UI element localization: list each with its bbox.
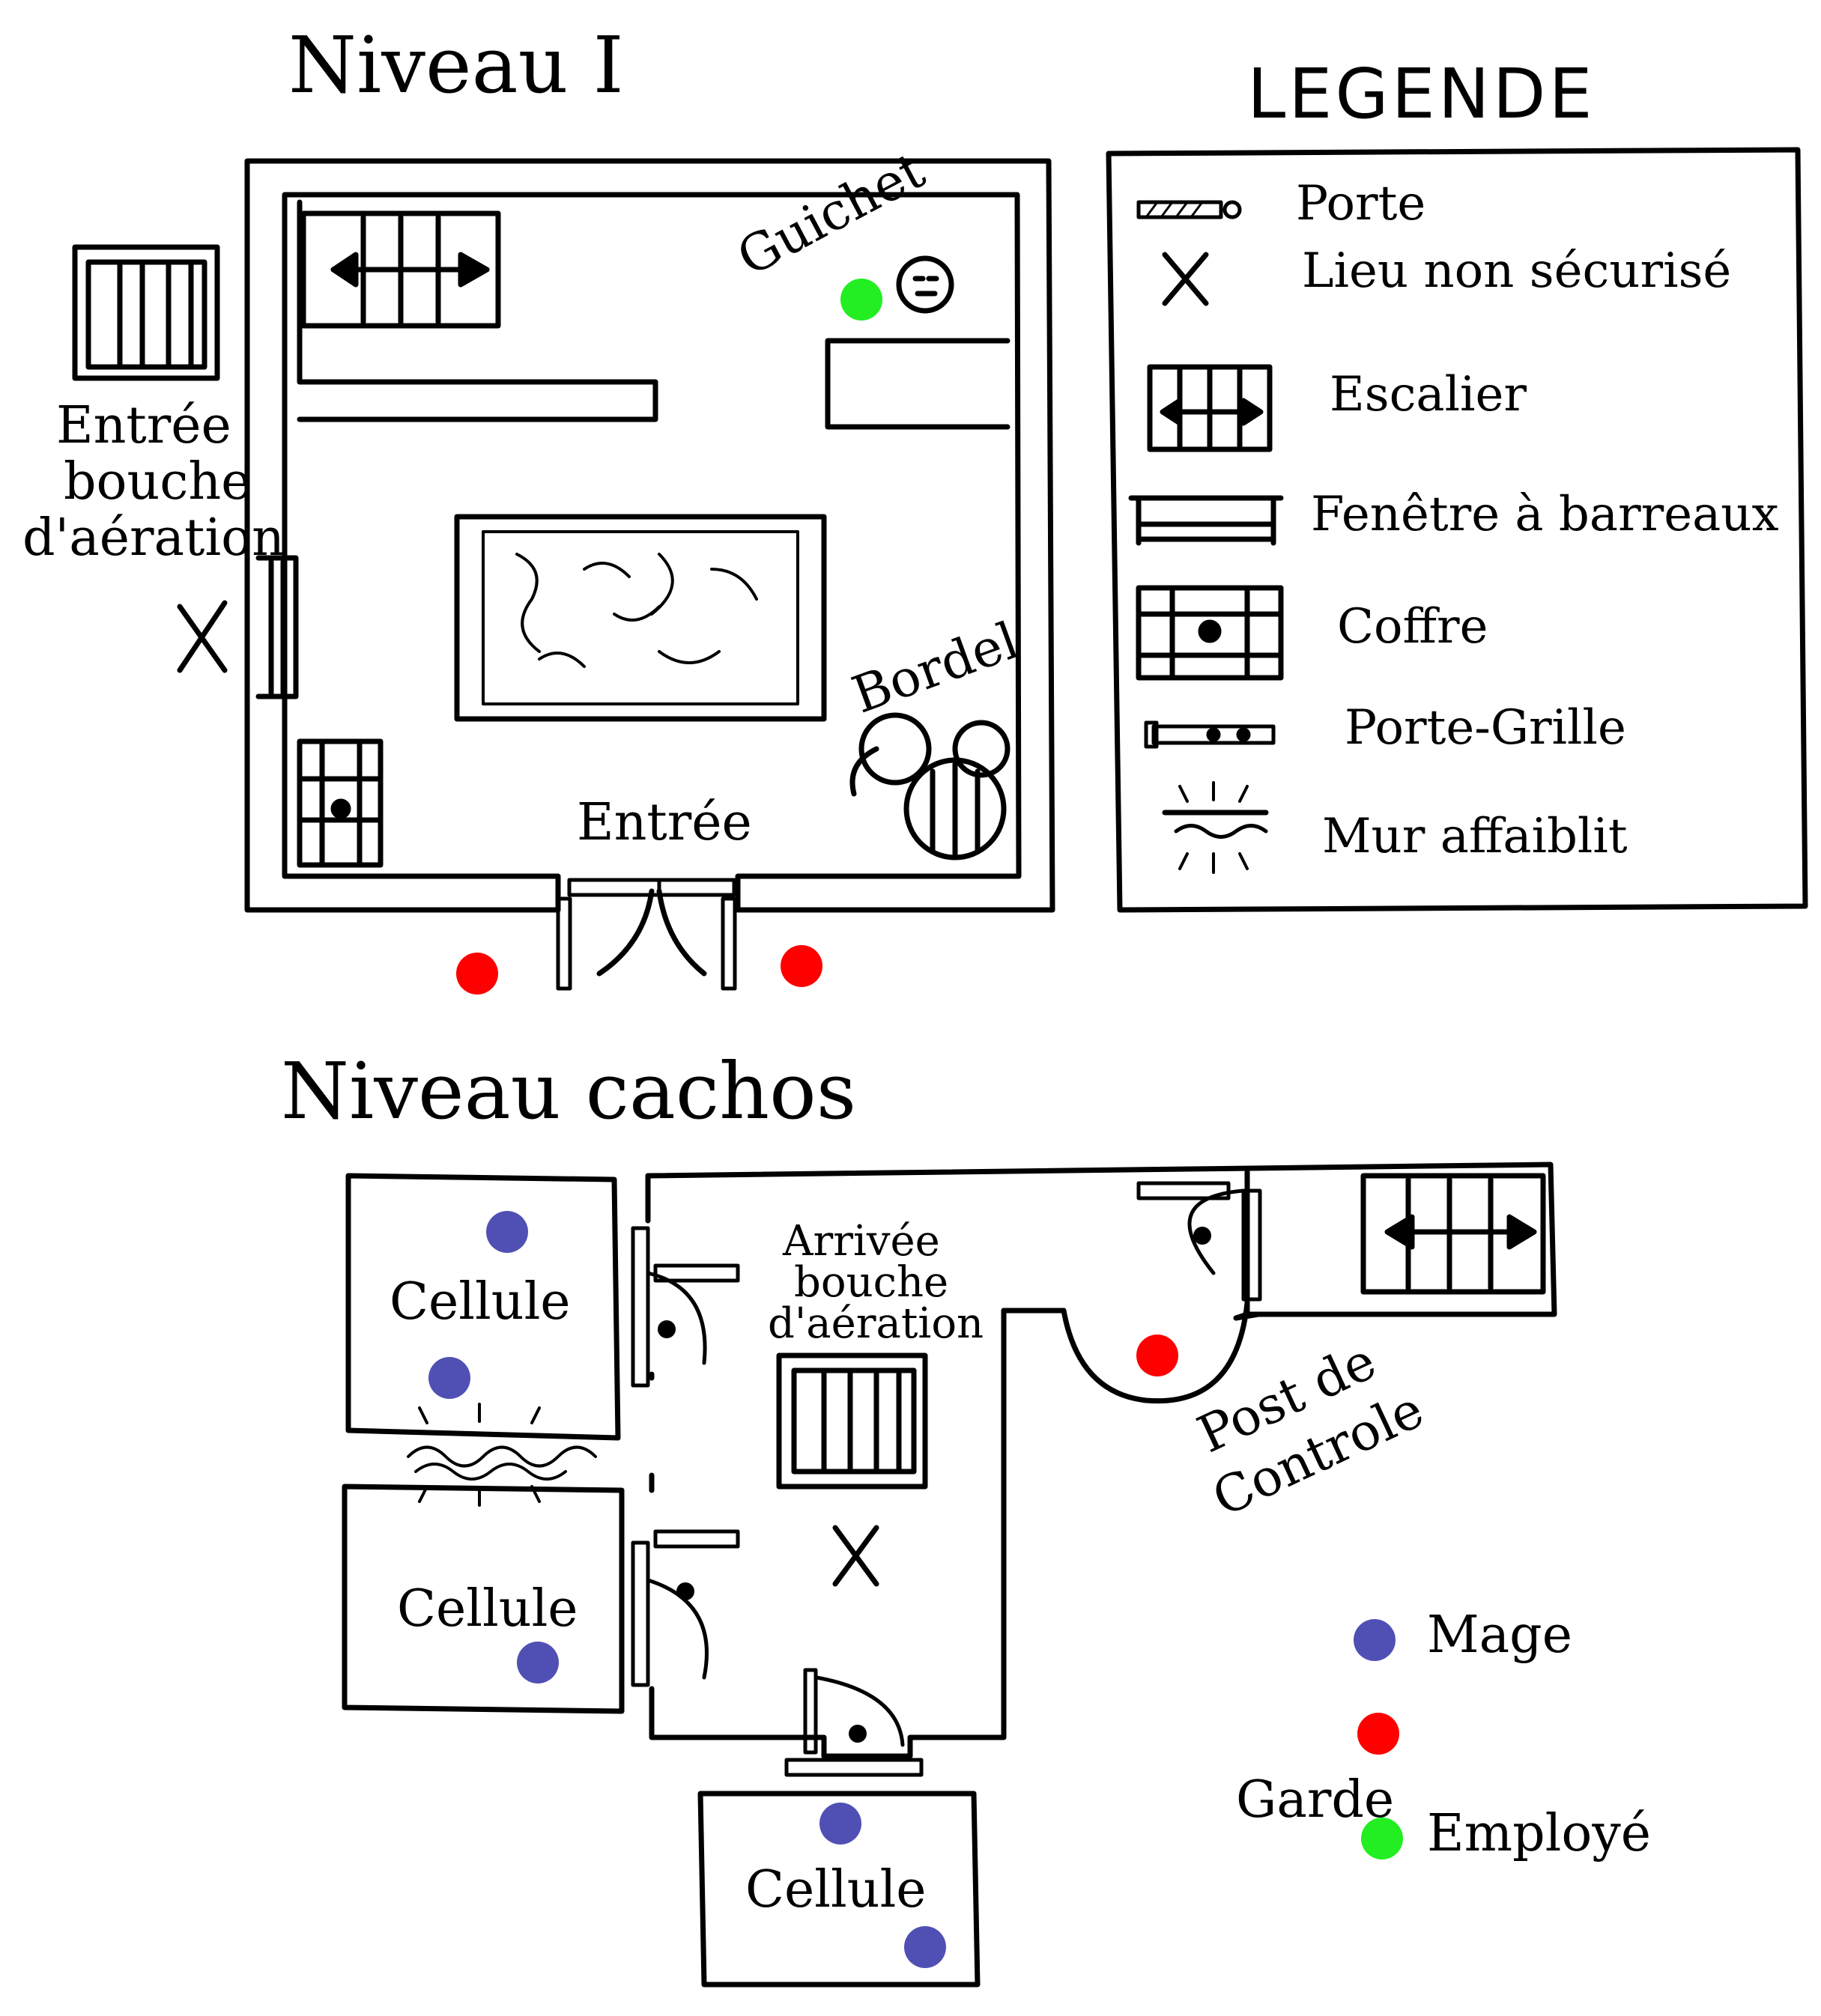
vent-entrance-line1: Entrée bbox=[56, 396, 231, 455]
mage-marker bbox=[819, 1803, 861, 1845]
vent-entrance-line3: d'aération bbox=[22, 508, 285, 568]
lock-icons bbox=[658, 1227, 1211, 1743]
entrance-label: Entrée bbox=[577, 793, 752, 852]
chest-icon bbox=[297, 738, 384, 868]
legend-label-door: Porte bbox=[1296, 176, 1426, 231]
entrance-doors bbox=[556, 878, 737, 991]
legend-guard-label: Garde bbox=[1236, 1770, 1395, 1830]
legend-weak-wall-icon bbox=[1162, 781, 1269, 874]
mage-marker bbox=[904, 1926, 946, 1968]
legend-label-stairs: Escalier bbox=[1330, 367, 1527, 422]
unsecure-cross-icon bbox=[177, 600, 228, 673]
cells-level-walls bbox=[342, 1162, 1557, 1988]
legend-mage-label: Mage bbox=[1427, 1606, 1572, 1665]
legend-barred-window-icon bbox=[1128, 495, 1284, 546]
legend-box bbox=[1106, 147, 1808, 913]
cell-label-1: Cellule bbox=[390, 1272, 571, 1332]
markers bbox=[428, 279, 1403, 1968]
legend-chest-icon bbox=[1136, 585, 1284, 681]
legend-label-unsecure: Lieu non sécurisé bbox=[1302, 243, 1732, 299]
mage-marker bbox=[428, 1357, 470, 1399]
level1-title: Niveau I bbox=[288, 19, 624, 111]
vent-entrance-line2: bouche bbox=[64, 452, 252, 511]
mage-marker bbox=[486, 1211, 528, 1253]
vent-arrival-line3: d'aération bbox=[768, 1299, 984, 1348]
legend-guard-marker bbox=[1357, 1713, 1399, 1755]
stairs-icon bbox=[300, 210, 501, 329]
legend-label-weak-wall: Mur affaiblit bbox=[1322, 809, 1628, 864]
legend-stairs-icon bbox=[1147, 364, 1273, 452]
legend-employee-marker bbox=[1361, 1818, 1403, 1859]
legend-employee-label: Employé bbox=[1427, 1804, 1651, 1863]
legend-title: LEGENDE bbox=[1247, 54, 1596, 134]
legend-door-icon bbox=[1136, 200, 1242, 219]
brothel-furniture-icon bbox=[849, 712, 1011, 860]
guard-marker bbox=[456, 953, 498, 995]
weak-wall-icon bbox=[407, 1403, 597, 1507]
legend-mage-marker bbox=[1354, 1619, 1396, 1661]
legend-label-chest: Coffre bbox=[1337, 599, 1488, 655]
legend-label-gate: Porte-Grille bbox=[1345, 700, 1626, 756]
clerk-face-icon bbox=[896, 255, 954, 314]
legend-gate-door-icon bbox=[1144, 720, 1276, 749]
legend-cross-icon bbox=[1162, 252, 1209, 306]
unsecure-cross-icon-lower bbox=[832, 1525, 879, 1587]
vent-arrival-line2: bouche bbox=[794, 1258, 949, 1307]
vent-grate-icon bbox=[72, 244, 220, 381]
rug-icon bbox=[454, 514, 827, 722]
cells-level-title: Niveau cachos bbox=[281, 1045, 857, 1137]
guard-marker bbox=[1136, 1335, 1178, 1376]
guard-marker bbox=[781, 945, 822, 987]
gate-doors bbox=[631, 1181, 1262, 1777]
legend-label-window: Fenêtre à barreaux bbox=[1311, 487, 1779, 542]
employee-marker bbox=[840, 279, 882, 321]
vent-arrival-grate-icon bbox=[776, 1352, 928, 1490]
vent-arrival-line1: Arrivée bbox=[783, 1217, 940, 1266]
cell-label-3: Cellule bbox=[745, 1860, 927, 1919]
mage-marker bbox=[517, 1642, 559, 1683]
cell-label-2: Cellule bbox=[397, 1579, 578, 1639]
